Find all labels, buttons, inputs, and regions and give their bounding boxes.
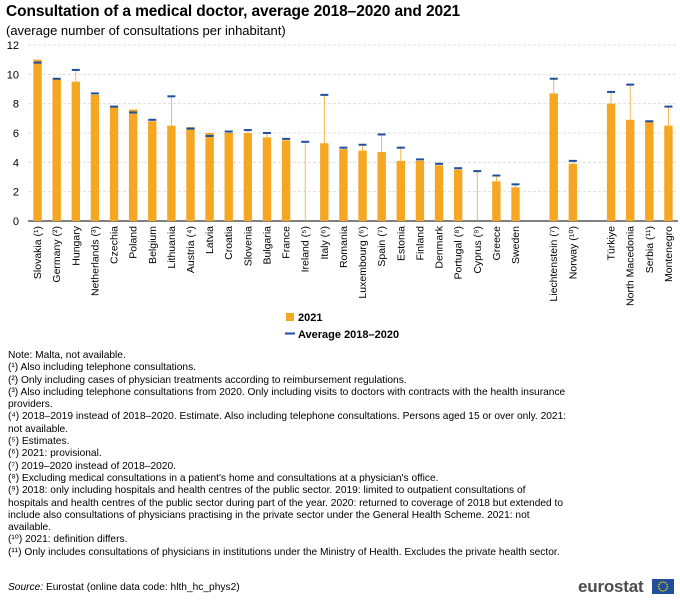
x-tick-label: Norway (¹⁰) [567,226,579,279]
bar-2021 [128,109,138,221]
footnote: (¹¹) Only includes consultations of phys… [8,546,560,558]
bar-2021 [52,78,61,221]
x-tick-label: Ireland (⁵) [300,226,312,272]
bar-2021 [243,133,253,221]
legend-label-2021: 2021 [298,312,322,324]
footnote: (⁷) 2019–2020 instead of 2018–2020. [8,460,176,472]
bar-2021 [606,103,616,221]
bar-2021 [71,81,80,222]
bar-2021 [109,106,119,221]
bar-2021 [664,125,673,221]
x-tick-label: Belgium [147,226,159,264]
bar-2021 [224,133,233,221]
footnote: (¹) Also including telephone consultatio… [8,362,197,374]
x-tick-label: Latvia [204,226,216,254]
bar-2021 [549,93,558,221]
x-tick-label: Lithuania [166,226,178,269]
bar-2021 [205,133,214,221]
x-tick-label: Poland [128,226,140,259]
eu-flag-icon [652,579,674,594]
footnote: (⁴) 2018–2019 instead of 2018–2020. Esti… [8,411,567,435]
bar-2021 [262,137,272,221]
x-tick-label: Sweden [510,226,522,264]
footnote: (⁹) 2018: only including hospitals and h… [8,485,564,534]
x-tick-label: Türkiye [606,226,618,261]
bar-2021 [167,125,176,221]
x-tick-label: Germany (²) [51,226,63,283]
bar-2021 [492,181,501,221]
x-tick-label: Czechia [109,226,121,264]
source-label: Source: [8,582,44,593]
x-tick-label: Slovakia (¹) [32,226,44,279]
footnote: (⁸) Excluding medical consultations in a… [8,472,439,484]
bar-2021 [415,160,425,221]
footnote: (³) Also including telephone consultatio… [8,386,566,411]
bar-2021 [511,187,520,221]
x-tick-label: Portugal (⁸) [453,226,465,279]
bar-2021 [645,121,654,221]
bar-2021 [186,127,195,221]
chart-subtitle: (average number of consultations per inh… [6,23,286,38]
x-tick-label: Netherlands (³) [89,226,101,296]
x-tick-label: Romania [338,226,350,268]
bar-chart: 0 2 4 6 8 10 12 Slovakia (¹) Germany (²) Hungary… [7,40,678,341]
x-tick-label: Greece [491,226,503,261]
x-axis-labels: Slovakia (¹) Germany (²) Hungary Netherland… [32,225,675,306]
y-tick-label: 10 [7,69,19,81]
x-tick-label: Liechtenstein (⁷) [548,226,560,302]
legend-swatch-2021 [286,313,294,321]
x-tick-label: Spain (⁷) [376,226,388,267]
y-axis: 0 2 4 6 8 10 12 [7,40,19,228]
footnote: (⁶) 2021: provisional. [8,448,102,460]
x-tick-label: Croatia [223,226,235,260]
x-tick-label: Luxembourg (⁶) [357,226,369,299]
legend-label-average: Average 2018–2020 [298,329,399,341]
x-tick-label: Hungary [70,225,82,265]
y-tick-label: 0 [13,216,19,228]
bar-2021 [434,165,444,221]
bar-2021 [339,149,348,221]
x-tick-label: Austria (⁴) [185,226,197,273]
x-tick-label: Italy (⁶) [319,226,331,260]
x-tick-label: Denmark [434,225,446,268]
source-line: Source: Eurostat (online data code: hlth… [8,582,240,593]
x-tick-label: Slovenia [242,226,254,266]
chart-title: Consultation of a medical doctor, averag… [6,3,461,20]
bar-2021 [358,150,367,221]
bar-2021 [90,94,100,221]
x-tick-label: Estonia [395,226,407,261]
gridlines [28,44,678,222]
x-tick-label: North Macedonia [625,226,637,306]
bars-2021 [33,59,673,222]
bar-2021 [33,59,42,221]
footnotes: Note: Malta, not available. (¹) Also inc… [8,350,568,559]
footnote: (²) Only including cases of physician tr… [8,374,407,386]
bar-2021 [281,140,291,221]
bar-2021 [320,143,329,221]
footnote: (⁵) Estimates. [8,436,70,448]
x-tick-label: Cyprus (⁹) [472,226,484,274]
y-tick-label: 6 [13,128,19,140]
legend: 2021 Average 2018–2020 [285,312,399,341]
x-tick-label: Finland [414,226,426,261]
y-tick-label: 8 [13,99,19,111]
y-tick-label: 4 [13,157,19,169]
footnote: Note: Malta, not available. [8,350,126,361]
bar-2021 [396,160,405,221]
x-tick-label: Bulgaria [261,226,273,265]
bar-2021 [453,169,463,221]
x-tick-label: France [281,226,293,259]
x-tick-label: Montenegro [663,226,675,282]
bar-2021 [626,119,635,221]
x-tick-label: Serbia (¹¹) [644,226,656,273]
bar-2021 [568,163,578,221]
bar-2021 [148,121,157,221]
y-tick-label: 12 [7,40,19,52]
logo-text: eurostat [578,577,644,596]
y-tick-label: 2 [13,187,19,199]
bar-2021 [377,152,386,221]
footnote: (¹⁰) 2021: definition differs. [8,534,128,546]
average-markers [33,59,673,221]
source-text: Eurostat (online data code: hlth_hc_phys… [43,582,240,593]
